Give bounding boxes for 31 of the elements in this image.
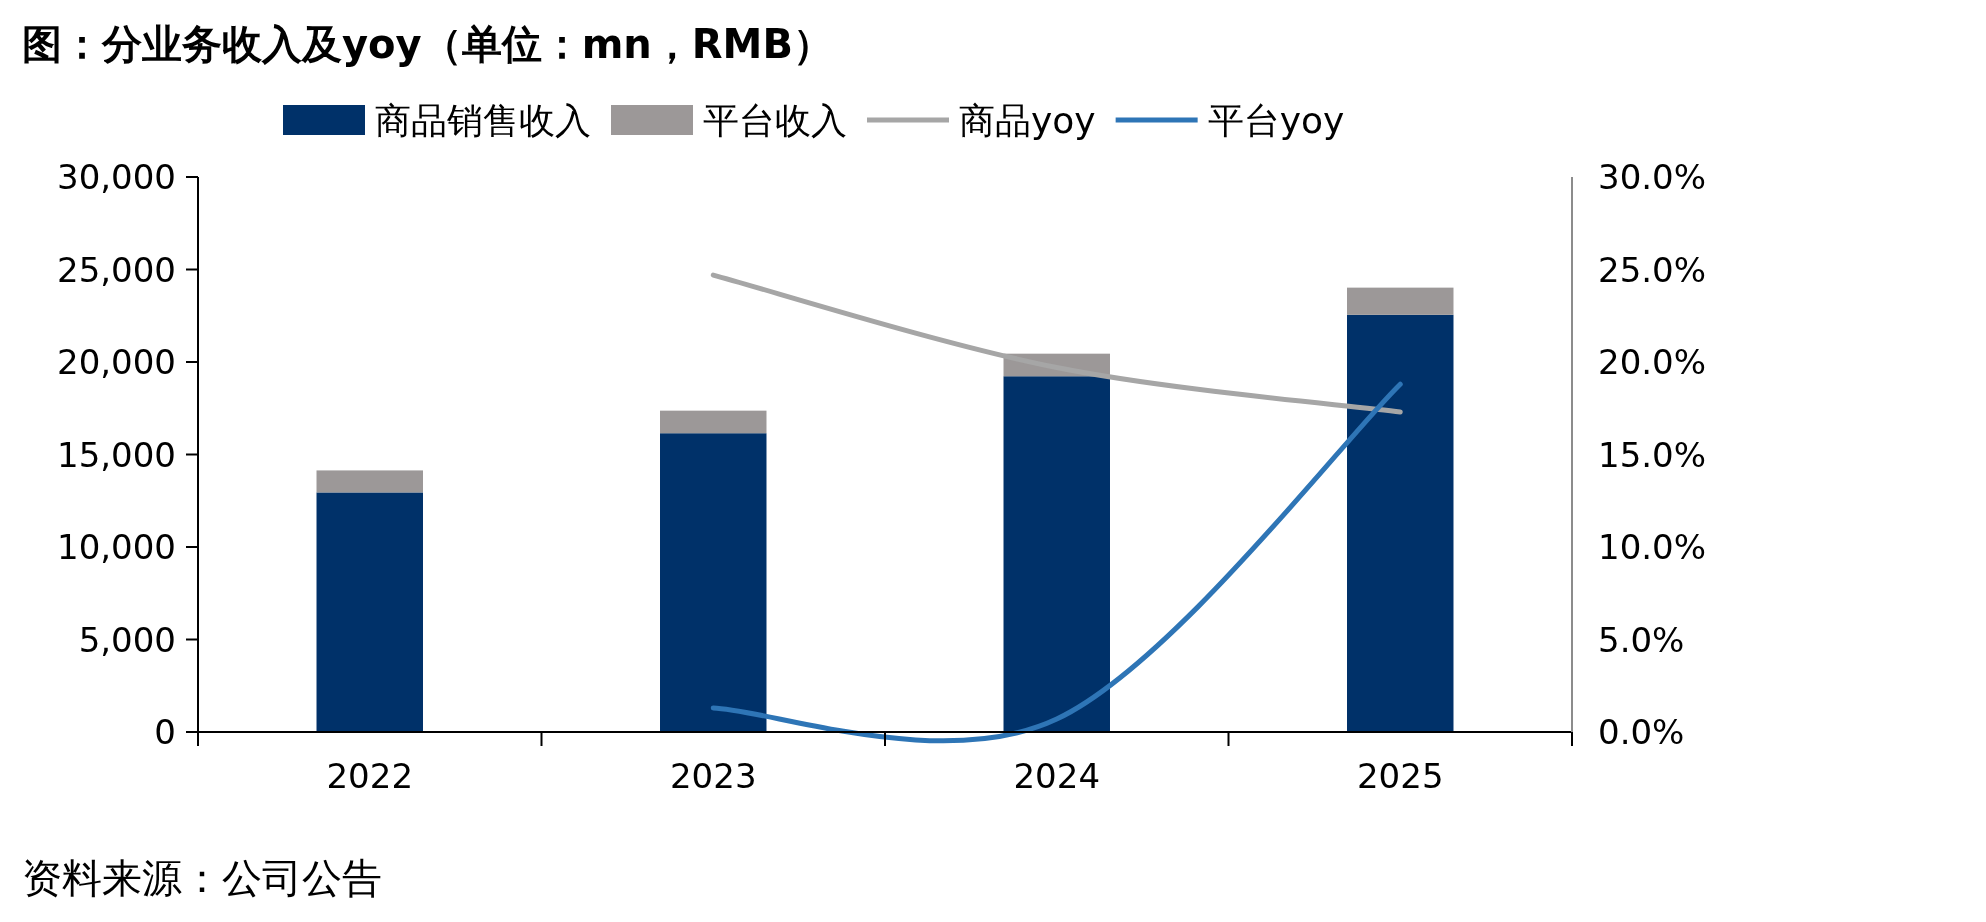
bar bbox=[316, 492, 423, 732]
x-tick-label: 2024 bbox=[1013, 756, 1101, 796]
bar bbox=[660, 433, 767, 732]
y-tick-label: 0 bbox=[154, 712, 176, 752]
y2-tick-label: 10.0% bbox=[1598, 527, 1707, 567]
legend-label: 商品销售收入 bbox=[375, 100, 591, 141]
y2-tick-label: 20.0% bbox=[1598, 342, 1707, 382]
legend-label: 平台收入 bbox=[703, 100, 847, 141]
bar bbox=[1347, 314, 1454, 732]
y-tick-label: 10,000 bbox=[57, 527, 176, 567]
y2-tick-label: 15.0% bbox=[1598, 434, 1707, 475]
text: 资料来源：公司公告 bbox=[22, 855, 382, 901]
y2-tick-label: 30.0% bbox=[1598, 157, 1707, 197]
y-tick-label: 5,000 bbox=[78, 619, 176, 660]
y2-tick-label: 5.0% bbox=[1598, 619, 1685, 660]
chart-title: 图：分业务收入及yoy（单位：mn，RMB） bbox=[22, 21, 833, 67]
x-tick-label: 2023 bbox=[669, 756, 757, 796]
y-tick-label: 25,000 bbox=[57, 249, 176, 290]
y-tick-label: 15,000 bbox=[57, 434, 176, 475]
x-tick-label: 2025 bbox=[1356, 756, 1444, 796]
bar bbox=[316, 470, 423, 493]
legend-label: 平台yoy bbox=[1207, 100, 1345, 141]
y2-tick-label: 0.0% bbox=[1598, 712, 1685, 752]
y-tick-label: 20,000 bbox=[57, 342, 176, 382]
bar bbox=[1347, 287, 1454, 315]
y2-tick-label: 25.0% bbox=[1598, 249, 1707, 290]
y-tick-label: 30,000 bbox=[57, 157, 176, 197]
bar bbox=[660, 410, 767, 434]
x-tick-label: 2022 bbox=[326, 756, 414, 796]
bar bbox=[1003, 376, 1110, 732]
legend-label: 商品yoy bbox=[959, 100, 1096, 141]
